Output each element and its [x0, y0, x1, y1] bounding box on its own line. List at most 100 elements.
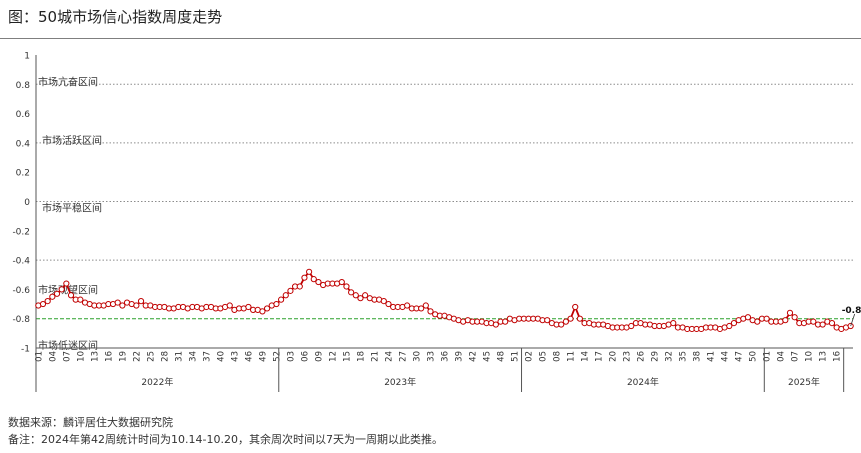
data-point	[287, 287, 294, 294]
data-point	[628, 322, 635, 330]
x-tick-label: 42	[469, 351, 479, 362]
data-point	[282, 292, 289, 299]
data-point	[572, 303, 579, 311]
data-point	[77, 296, 84, 303]
x-tick-label: 35	[679, 351, 689, 362]
data-point	[58, 286, 65, 293]
data-point	[558, 321, 565, 328]
title-divider	[0, 38, 861, 39]
x-tick-label: 52	[272, 351, 282, 362]
data-point	[273, 300, 280, 308]
x-tick-label: 03	[286, 351, 296, 362]
x-tick-label: 46	[244, 351, 254, 362]
x-tick-label: 01	[34, 351, 44, 362]
data-point	[418, 305, 425, 312]
latest-label-leader	[850, 313, 856, 327]
x-tick-label: 07	[62, 351, 72, 362]
x-tick-label: 32	[665, 351, 675, 362]
x-tick-label: 13	[90, 351, 100, 362]
x-axis: 01 04 07 10 13 16 19 22 25 28 31 34 37 40 43 46 49 52 03 06…	[34, 347, 853, 392]
data-point	[782, 317, 789, 324]
data-point	[53, 290, 61, 297]
remark-note: 备注：2024年第42周统计时间为10.14-10.20，其余周次时间以7天为一…	[8, 433, 443, 446]
data-point	[137, 298, 145, 305]
x-tick-label: 11	[567, 351, 577, 362]
data-point	[39, 300, 47, 308]
data-point	[259, 308, 266, 315]
data-point	[357, 295, 364, 302]
data-point	[133, 302, 140, 309]
x-tick-label: 08	[553, 351, 563, 362]
x-tick-label: 28	[160, 351, 170, 362]
data-point	[49, 293, 56, 300]
axes: 1 0.8 0.6 0.4 0.2 0 -0.2 -0.4 -0.6 -0.8 -1	[12, 52, 37, 355]
data-point	[352, 292, 359, 299]
data-point	[362, 292, 369, 299]
x-tick-label: 15	[342, 351, 352, 362]
year-label: 2024年	[627, 376, 659, 388]
x-tick-label: 50	[749, 351, 759, 362]
x-tick-label: 22	[132, 351, 142, 362]
x-tick-label: 37	[202, 351, 212, 362]
x-tick-label: 13	[819, 351, 829, 362]
x-tick-label: 19	[118, 351, 128, 362]
y-tick-label: -0.6	[12, 286, 30, 296]
x-tick-label: 20	[609, 351, 619, 362]
year-label: 2023年	[384, 376, 416, 388]
y-tick-label: 0.4	[16, 139, 31, 149]
data-point	[67, 292, 75, 299]
data-point	[754, 318, 761, 325]
data-point	[315, 278, 322, 286]
data-point	[338, 278, 345, 286]
data-point	[301, 274, 308, 281]
y-tick-label: -1	[21, 345, 30, 355]
data-point	[791, 314, 798, 321]
data-point	[786, 309, 794, 316]
data-point	[492, 321, 499, 328]
x-tick-label: 47	[735, 351, 745, 362]
data-point	[343, 283, 350, 290]
data-point	[114, 299, 121, 306]
x-tick-label: 06	[300, 351, 310, 362]
data-point	[348, 289, 355, 296]
zone-label: 市场亢奋区间	[38, 75, 98, 88]
x-tick-label: 04	[48, 351, 58, 362]
x-tick-label: 39	[455, 351, 465, 362]
series-layer: -0.85	[35, 268, 861, 333]
data-point	[544, 317, 551, 324]
latest-value-label: -0.85	[842, 306, 861, 316]
data-point	[726, 322, 733, 330]
y-tick-label: 1	[24, 52, 30, 62]
x-tick-label: 14	[581, 351, 591, 362]
x-tick-label: 07	[791, 351, 801, 362]
y-tick-label: 0.2	[16, 169, 30, 179]
zone-label: 市场平稳区间	[42, 201, 102, 214]
y-tick-label: 0.8	[16, 81, 31, 91]
data-point	[306, 268, 313, 275]
data-point	[404, 302, 411, 309]
data-point	[810, 318, 817, 325]
zone-label: 市场活跃区间	[42, 134, 102, 147]
data-point	[562, 318, 569, 325]
data-point	[567, 315, 574, 322]
x-tick-label: 21	[370, 351, 380, 362]
x-tick-label: 16	[104, 351, 114, 362]
data-point	[385, 300, 392, 308]
data-point	[730, 319, 738, 327]
data-point	[502, 318, 509, 325]
y-tick-label: 0	[24, 198, 30, 208]
x-tick-label: 29	[651, 351, 661, 362]
x-tick-label: 12	[328, 351, 338, 362]
data-point	[226, 302, 233, 309]
y-tick-label: -0.2	[12, 227, 30, 237]
page-title: 图：50城市场信心指数周度走势	[8, 8, 223, 26]
data-point	[422, 302, 429, 309]
x-tick-label: 36	[441, 351, 451, 362]
x-tick-label: 27	[398, 351, 408, 362]
grid-layer	[36, 83, 853, 320]
x-tick-label: 38	[693, 351, 703, 362]
data-point	[278, 296, 285, 303]
x-tick-label: 10	[805, 351, 815, 362]
